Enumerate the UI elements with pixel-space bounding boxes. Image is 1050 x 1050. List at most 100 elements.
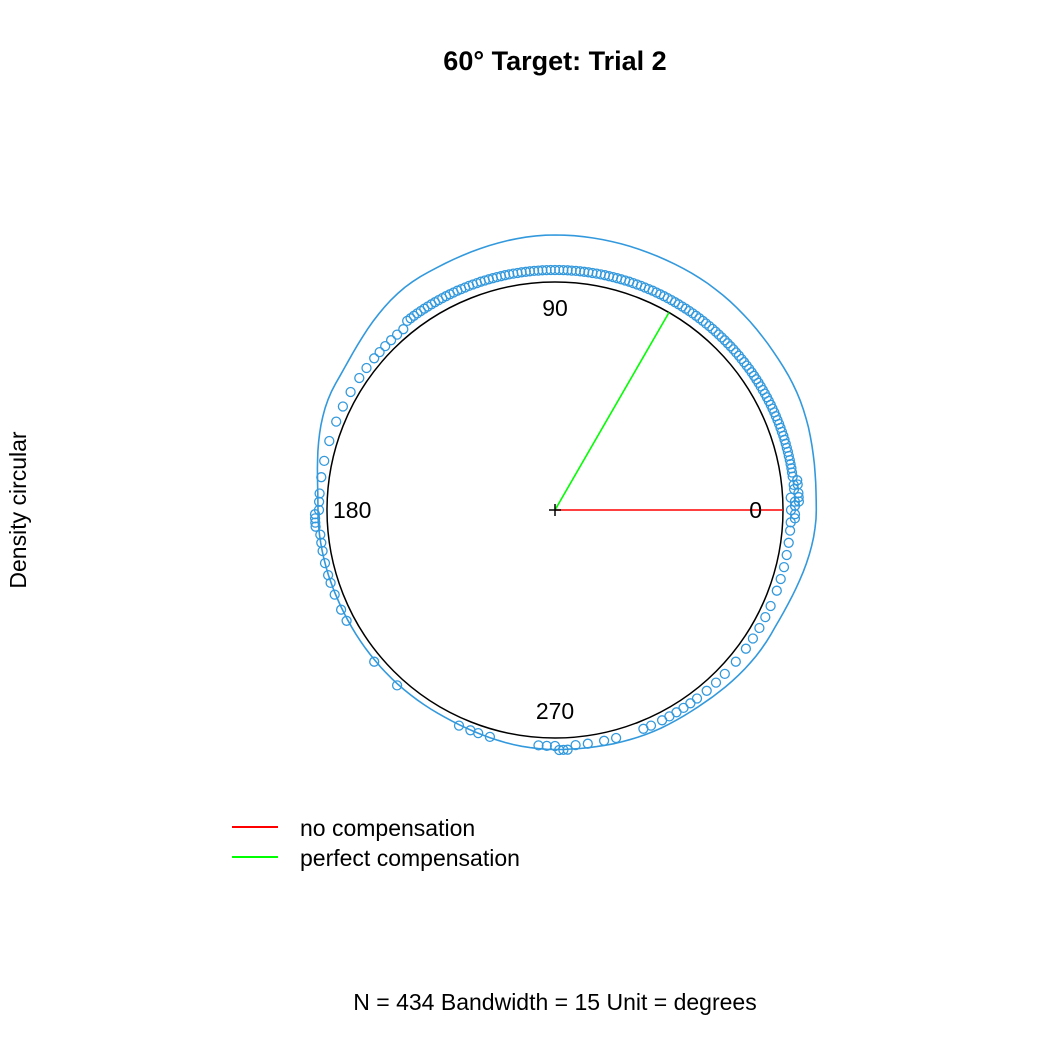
observation-point bbox=[690, 310, 702, 321]
observation-point bbox=[730, 347, 742, 358]
observation-point bbox=[716, 332, 727, 343]
y-axis-label: Density circular bbox=[5, 431, 31, 589]
observation-point bbox=[484, 731, 496, 743]
observation-point bbox=[570, 265, 582, 277]
observation-point bbox=[324, 435, 335, 447]
observation-point bbox=[728, 344, 739, 355]
observation-point bbox=[771, 585, 782, 596]
observation-point bbox=[778, 561, 790, 573]
observation-point bbox=[741, 360, 752, 371]
observation-point bbox=[707, 323, 718, 335]
observation-point bbox=[335, 604, 347, 615]
observation-point bbox=[710, 677, 722, 688]
observation-point bbox=[354, 372, 365, 384]
observation-point bbox=[313, 496, 325, 507]
observation-point bbox=[541, 740, 552, 752]
observation-point bbox=[374, 346, 385, 358]
observation-point bbox=[398, 324, 409, 335]
observation-point bbox=[610, 732, 622, 744]
observation-point bbox=[316, 472, 327, 483]
observation-point bbox=[754, 622, 765, 634]
angle-label-180: 180 bbox=[333, 497, 371, 523]
observation-point bbox=[412, 308, 423, 319]
observation-point bbox=[325, 577, 336, 589]
observation-point bbox=[582, 738, 593, 749]
observation-point bbox=[738, 357, 750, 368]
observation-point bbox=[719, 668, 730, 680]
observation-point bbox=[725, 341, 736, 352]
observation-point bbox=[331, 416, 342, 427]
observation-point bbox=[765, 600, 776, 612]
observation-point bbox=[700, 318, 712, 329]
observation-point bbox=[453, 720, 465, 731]
observation-point bbox=[789, 513, 801, 524]
observation-point bbox=[314, 488, 325, 499]
observation-point bbox=[694, 313, 705, 324]
observation-point bbox=[775, 573, 786, 585]
observation-point bbox=[783, 537, 794, 548]
observation-point bbox=[391, 329, 403, 340]
observation-point bbox=[746, 367, 757, 378]
angle-label-270: 270 bbox=[536, 698, 574, 724]
x-axis-label: N = 434 Bandwidth = 15 Unit = degrees bbox=[353, 989, 756, 1015]
observation-point bbox=[713, 329, 724, 340]
observation-point bbox=[315, 529, 326, 540]
observation-point bbox=[391, 680, 403, 691]
observation-point bbox=[385, 335, 397, 346]
observation-point bbox=[369, 656, 380, 667]
observation-point bbox=[710, 326, 721, 337]
observation-point bbox=[310, 517, 321, 528]
observation-point bbox=[541, 264, 552, 276]
observation-point bbox=[405, 313, 416, 324]
observation-point bbox=[537, 265, 548, 276]
observation-point bbox=[361, 362, 372, 374]
observation-point bbox=[337, 401, 349, 412]
observation-point bbox=[319, 455, 330, 467]
observation-point bbox=[317, 545, 328, 557]
observation-point bbox=[722, 338, 733, 349]
observation-point bbox=[733, 350, 745, 361]
observation-point bbox=[533, 740, 544, 751]
observation-point bbox=[736, 353, 747, 365]
observation-point bbox=[570, 739, 581, 751]
observation-point bbox=[719, 335, 730, 346]
observation-point bbox=[369, 353, 380, 364]
observation-point bbox=[685, 698, 696, 709]
observation-point bbox=[380, 340, 391, 352]
observation-point bbox=[789, 509, 801, 520]
density-curve-layer bbox=[316, 234, 818, 751]
observation-point bbox=[345, 386, 356, 398]
center-cross bbox=[549, 504, 561, 516]
observation-point bbox=[309, 513, 321, 524]
observation-point bbox=[730, 656, 741, 667]
observation-point bbox=[402, 315, 413, 327]
angle-label-90: 90 bbox=[542, 295, 568, 321]
observation-point bbox=[792, 479, 803, 490]
angle-label-0: 0 bbox=[749, 497, 762, 523]
observation-point bbox=[341, 615, 352, 626]
observation-point bbox=[740, 643, 752, 654]
observation-point bbox=[781, 549, 792, 561]
observation-point bbox=[701, 685, 712, 696]
observation-point bbox=[566, 265, 577, 276]
observation-point bbox=[645, 720, 657, 731]
chart-title: 60° Target: Trial 2 bbox=[443, 46, 666, 76]
legend-label-perfect-compensation: perfect compensation bbox=[300, 845, 520, 871]
observation-point bbox=[704, 320, 715, 332]
observation-point bbox=[793, 492, 804, 503]
reference-lines-layer bbox=[554, 312, 783, 511]
observation-point bbox=[316, 537, 327, 548]
observation-point bbox=[408, 310, 420, 321]
observation-point bbox=[744, 363, 755, 375]
observation-point bbox=[760, 611, 771, 623]
observation-point bbox=[558, 744, 569, 756]
observation-point bbox=[329, 589, 340, 600]
observation-point bbox=[784, 525, 796, 536]
observation-point bbox=[319, 557, 331, 569]
observation-points-layer bbox=[309, 264, 805, 756]
observation-point bbox=[310, 521, 321, 532]
density-curve bbox=[316, 234, 818, 751]
legend: no compensation perfect compensation bbox=[232, 815, 520, 871]
observation-point bbox=[562, 744, 573, 755]
